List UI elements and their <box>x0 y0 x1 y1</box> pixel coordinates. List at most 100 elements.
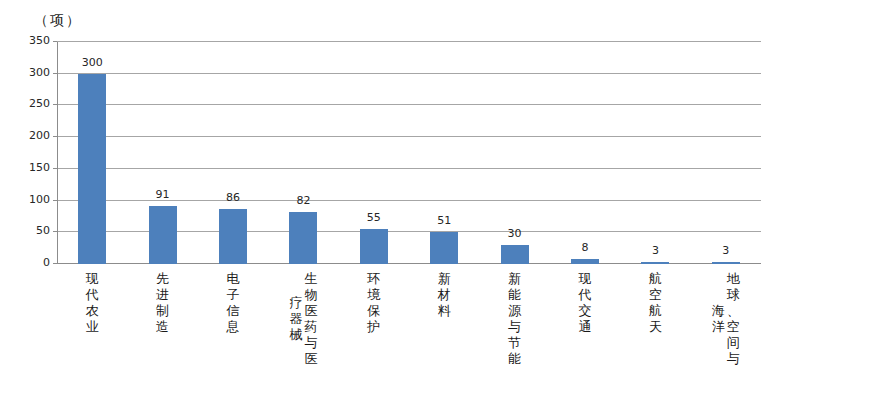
category-label-char: 保 <box>366 303 381 319</box>
category-label: 新材料 <box>437 271 452 319</box>
bar <box>571 259 599 264</box>
category-label-line: 电子信息 <box>226 271 241 335</box>
category-label-line: 地球、空间与 <box>726 271 741 367</box>
category-label-char: 子 <box>226 287 241 303</box>
y-axis-line <box>57 42 58 264</box>
bar <box>219 209 247 264</box>
y-tick-label: 200 <box>8 129 50 143</box>
category-label-line: 环境保护 <box>366 271 381 335</box>
bar-chart: （项） 050100150200250300350300现代农业91先进制造86… <box>0 0 884 404</box>
category-label-char: 境 <box>366 287 381 303</box>
category-label: 先进制造 <box>155 271 170 335</box>
value-label: 300 <box>62 57 122 69</box>
category-label-char: 洋 <box>711 319 726 335</box>
gridline <box>57 104 761 105</box>
bar <box>430 232 458 264</box>
category-label-char: 现 <box>85 271 100 287</box>
category-label-char: 电 <box>226 271 241 287</box>
y-tick-label: 50 <box>8 224 50 238</box>
category-label-char: 材 <box>437 287 452 303</box>
category-label-char: 器 <box>288 311 303 327</box>
value-label: 3 <box>696 245 756 257</box>
category-label-char: 农 <box>85 303 100 319</box>
bar <box>78 74 106 264</box>
category-label-char: 天 <box>648 319 663 335</box>
category-label-char: 航 <box>648 303 663 319</box>
category-label-line: 海洋 <box>711 303 726 335</box>
category-label-char: 节 <box>507 335 522 351</box>
category-label-line: 现代农业 <box>85 271 100 335</box>
category-label-char: 现 <box>578 271 593 287</box>
bar <box>289 212 317 264</box>
category-label-char: 源 <box>507 303 522 319</box>
bar <box>149 206 177 264</box>
category-label: 电子信息 <box>226 271 241 335</box>
value-label: 3 <box>625 245 685 257</box>
category-label-line: 航空航天 <box>648 271 663 335</box>
category-label-char: 、 <box>726 303 741 319</box>
category-label-char: 航 <box>648 271 663 287</box>
category-label-line: 生物医药与医 <box>303 271 318 367</box>
category-label-char: 生 <box>303 271 318 287</box>
category-label-char: 球 <box>726 287 741 303</box>
category-label-line: 现代交通 <box>578 271 593 335</box>
category-label-char: 药 <box>303 319 318 335</box>
bar <box>501 245 529 264</box>
category-label-char: 物 <box>303 287 318 303</box>
y-tick-label: 0 <box>8 256 50 270</box>
y-tick-label: 250 <box>8 97 50 111</box>
value-label: 51 <box>414 215 474 227</box>
gridline <box>57 136 761 137</box>
y-tick-label: 300 <box>8 66 50 80</box>
category-label-char: 新 <box>507 271 522 287</box>
value-label: 55 <box>344 212 404 224</box>
category-label-char: 代 <box>578 287 593 303</box>
bar <box>641 262 669 264</box>
category-label-char: 业 <box>85 319 100 335</box>
category-label-char: 制 <box>155 303 170 319</box>
category-label-char: 能 <box>507 287 522 303</box>
category-label-char: 环 <box>366 271 381 287</box>
category-label-char: 海 <box>711 303 726 319</box>
y-tick-label: 100 <box>8 193 50 207</box>
category-label-char: 间 <box>726 335 741 351</box>
category-label: 新能源与节能 <box>507 271 522 367</box>
category-label-char: 料 <box>437 303 452 319</box>
category-label-char: 地 <box>726 271 741 287</box>
y-tick-label: 350 <box>8 34 50 48</box>
gridline <box>57 73 761 74</box>
value-label: 8 <box>555 242 615 254</box>
category-label-line: 新材料 <box>437 271 452 319</box>
bar <box>360 229 388 264</box>
category-label-char: 造 <box>155 319 170 335</box>
category-label: 航空航天 <box>648 271 663 335</box>
category-label: 现代农业 <box>85 271 100 335</box>
value-label: 91 <box>133 189 193 201</box>
gridline <box>57 168 761 169</box>
category-label-line: 新能源与节能 <box>507 271 522 367</box>
category-label-char: 空 <box>648 287 663 303</box>
category-label: 生物医药与医疗器械 <box>288 271 318 367</box>
category-label-char: 疗 <box>288 295 303 311</box>
category-label-line: 先进制造 <box>155 271 170 335</box>
category-label-char: 医 <box>303 351 318 367</box>
value-label: 86 <box>203 192 263 204</box>
category-label-char: 械 <box>288 327 303 343</box>
value-label: 82 <box>273 195 333 207</box>
category-label-char: 进 <box>155 287 170 303</box>
category-label: 环境保护 <box>366 271 381 335</box>
category-label-char: 交 <box>578 303 593 319</box>
category-label-char: 息 <box>226 319 241 335</box>
category-label-char: 医 <box>303 303 318 319</box>
category-label-char: 代 <box>85 287 100 303</box>
category-label-char: 与 <box>303 335 318 351</box>
category-label-char: 通 <box>578 319 593 335</box>
category-label-line: 疗器械 <box>288 295 303 343</box>
value-label: 30 <box>485 228 545 240</box>
category-label: 现代交通 <box>578 271 593 335</box>
bar <box>712 262 740 264</box>
category-label-char: 能 <box>507 351 522 367</box>
gridline <box>57 41 761 42</box>
category-label: 地球、空间与海洋 <box>711 271 741 367</box>
category-label-char: 护 <box>366 319 381 335</box>
